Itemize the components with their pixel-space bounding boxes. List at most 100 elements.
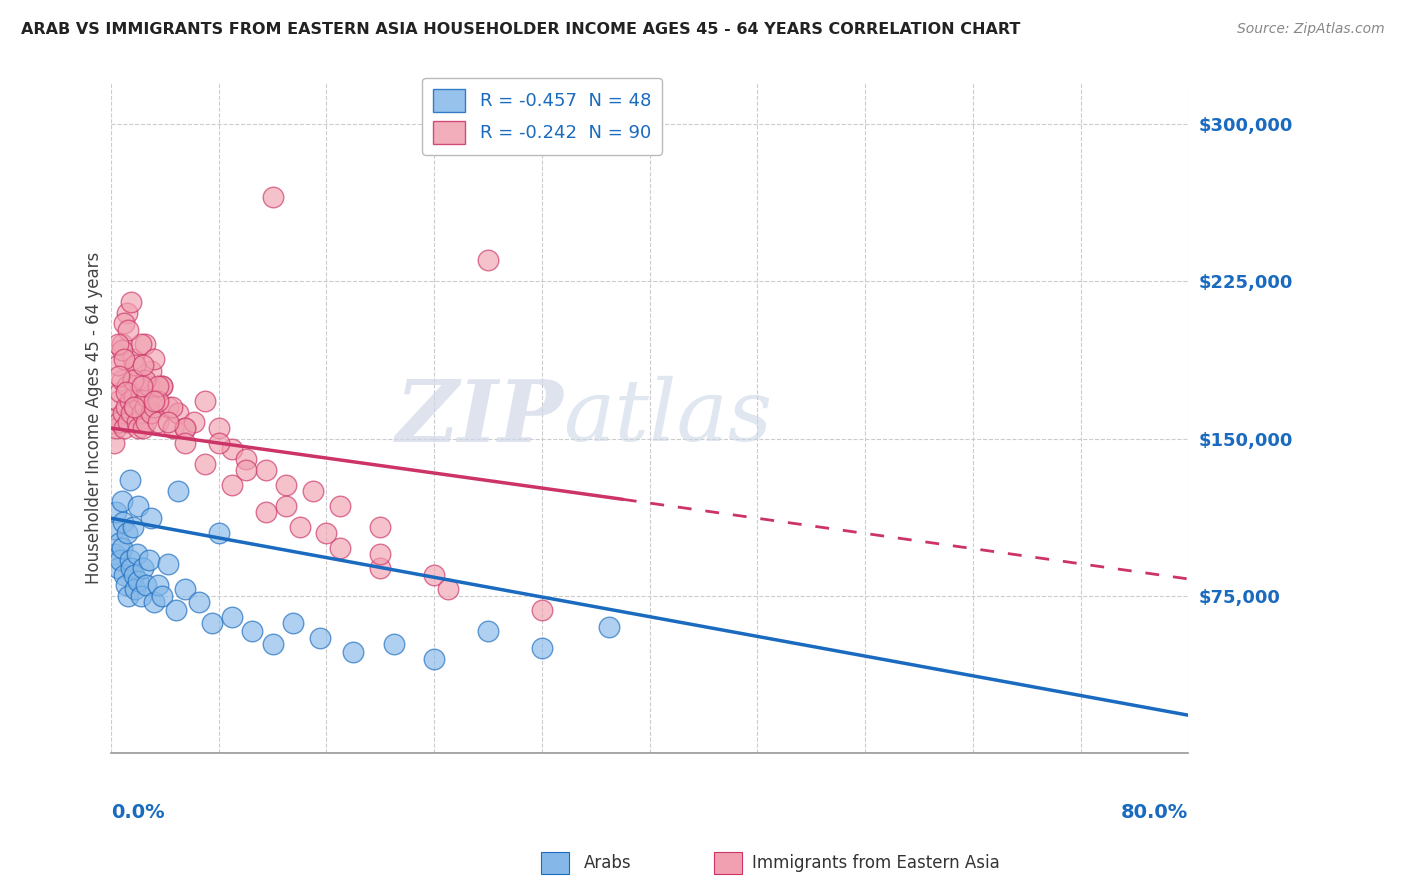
Point (174, 435, 197, 450)
Point (146, 578, 169, 592)
Point (107, 393, 129, 408)
Point (111, 337, 134, 351)
Point (131, 406, 153, 420)
Point (110, 385, 132, 400)
Point (194, 393, 217, 408)
Point (127, 421, 149, 435)
Point (121, 519, 143, 533)
Point (124, 358, 146, 372)
Point (110, 553, 132, 567)
Point (262, 637, 284, 651)
Point (115, 306, 138, 320)
Point (156, 558, 179, 572)
Point (150, 379, 173, 393)
Point (120, 295, 142, 310)
Point (129, 589, 152, 603)
Point (108, 368, 131, 383)
Point (530, 603, 553, 617)
Point (156, 415, 179, 429)
Point (370, 519, 392, 533)
Point (124, 400, 146, 414)
Point (242, 624, 264, 639)
Point (138, 553, 160, 567)
Point (125, 547, 148, 561)
Point (132, 561, 155, 575)
Point (115, 525, 138, 540)
Point (103, 522, 125, 536)
Point (329, 499, 352, 513)
Point (370, 561, 392, 575)
Point (160, 400, 183, 414)
Point (136, 390, 159, 404)
Point (201, 615, 224, 630)
Point (423, 567, 446, 582)
Point (262, 190, 284, 204)
Point (183, 415, 205, 429)
Point (208, 525, 231, 540)
Point (146, 393, 169, 408)
Point (530, 641, 553, 656)
Point (329, 541, 352, 555)
Point (342, 645, 364, 659)
Point (134, 373, 156, 387)
Point (146, 415, 169, 429)
Point (118, 393, 141, 408)
Text: Arabs: Arabs (583, 855, 631, 872)
Point (112, 406, 135, 420)
Point (141, 406, 163, 420)
Point (134, 337, 156, 351)
Point (436, 582, 458, 597)
Point (156, 400, 179, 414)
Point (235, 452, 257, 467)
Point (274, 477, 297, 491)
Point (121, 373, 143, 387)
Point (122, 567, 145, 582)
Text: ZIP: ZIP (395, 376, 564, 459)
Point (117, 415, 139, 429)
Point (105, 505, 128, 519)
Point (302, 483, 325, 498)
Point (143, 595, 166, 609)
Point (103, 435, 125, 450)
Point (143, 400, 166, 414)
Text: 80.0%: 80.0% (1121, 804, 1188, 822)
Point (111, 343, 134, 358)
Point (114, 578, 136, 592)
Point (165, 603, 187, 617)
Point (128, 393, 150, 408)
Point (107, 358, 129, 372)
Legend: R = -0.457  N = 48, R = -0.242  N = 90: R = -0.457 N = 48, R = -0.242 N = 90 (422, 78, 662, 155)
Point (114, 351, 136, 366)
Point (221, 442, 243, 456)
Point (114, 385, 136, 400)
Point (162, 421, 184, 435)
Point (174, 582, 197, 597)
Point (114, 316, 136, 330)
Point (143, 351, 166, 366)
Point (477, 253, 499, 268)
Point (315, 525, 337, 540)
Point (135, 415, 157, 429)
Text: 0.0%: 0.0% (111, 804, 165, 822)
Point (111, 494, 134, 508)
Text: ARAB VS IMMIGRANTS FROM EASTERN ASIA HOUSEHOLDER INCOME AGES 45 - 64 YEARS CORRE: ARAB VS IMMIGRANTS FROM EASTERN ASIA HOU… (21, 22, 1021, 37)
Point (254, 463, 277, 477)
Point (122, 390, 145, 404)
Point (112, 516, 135, 530)
Point (125, 415, 148, 429)
Point (132, 421, 155, 435)
Point (138, 379, 160, 393)
Point (114, 400, 136, 414)
Point (370, 547, 392, 561)
Point (107, 561, 129, 575)
Point (104, 547, 127, 561)
Point (108, 536, 131, 550)
Point (129, 385, 152, 400)
Point (281, 615, 304, 630)
Point (477, 624, 499, 639)
Point (221, 609, 243, 624)
Point (132, 358, 155, 372)
Point (121, 351, 143, 366)
Point (187, 595, 209, 609)
Text: Immigrants from Eastern Asia: Immigrants from Eastern Asia (752, 855, 1000, 872)
